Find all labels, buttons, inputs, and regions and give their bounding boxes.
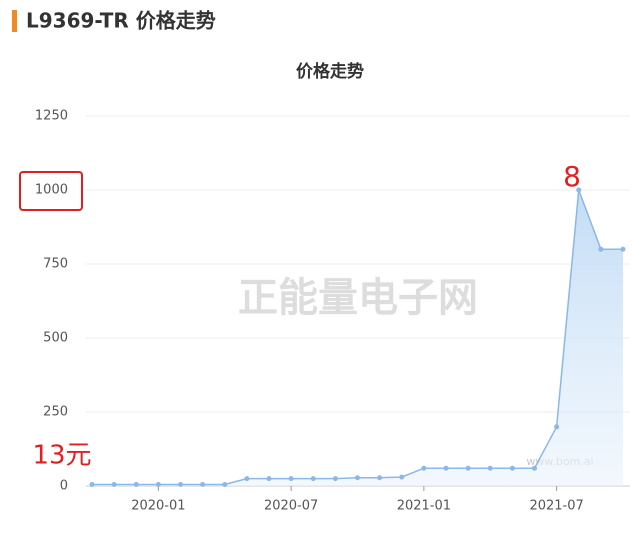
point <box>288 476 294 482</box>
y-tick-label: 250 <box>43 405 68 420</box>
y-tick-label: 750 <box>43 257 68 272</box>
point <box>332 476 338 482</box>
annotation: 8 <box>563 160 581 193</box>
x-tick-label: 2020-07 <box>264 499 318 514</box>
point <box>266 476 272 482</box>
point <box>554 424 560 430</box>
x-tick-label: 2021-07 <box>529 499 583 514</box>
point <box>111 482 117 488</box>
x-tick-label: 2021-01 <box>397 499 451 514</box>
point <box>443 465 449 471</box>
line <box>92 189 623 486</box>
watermark: 正能量电子网 <box>238 275 478 321</box>
point <box>155 482 161 488</box>
chart-title: 价格走势 <box>296 61 364 82</box>
area <box>92 190 623 486</box>
x-tick-label: 2020-01 <box>131 499 185 514</box>
annotation: 13元 <box>32 441 91 471</box>
y-tick-label: 1250 <box>35 109 68 124</box>
point <box>465 465 471 471</box>
point <box>133 482 139 488</box>
point <box>598 246 604 252</box>
point <box>421 465 427 471</box>
y-tick-label: 1000 <box>35 183 68 198</box>
page-title: L9369-TR 价格走势 <box>26 9 216 33</box>
point <box>576 187 582 193</box>
point <box>509 465 515 471</box>
header-accent <box>12 10 17 32</box>
y-tick-label: 0 <box>60 479 68 494</box>
point <box>244 476 250 482</box>
point <box>532 465 537 471</box>
y-tick-label: 500 <box>43 331 68 346</box>
point <box>355 475 360 481</box>
point <box>222 482 228 488</box>
point <box>620 246 626 252</box>
highlight-box <box>19 171 83 211</box>
plot: 0 250 500 750 1000 1250 2020-01 2020-07 2021-01 2… <box>35 109 630 514</box>
point <box>487 465 493 471</box>
point <box>310 476 316 482</box>
point <box>89 482 95 488</box>
point <box>399 474 405 480</box>
point <box>200 482 206 488</box>
point <box>178 482 183 488</box>
point <box>377 475 383 481</box>
